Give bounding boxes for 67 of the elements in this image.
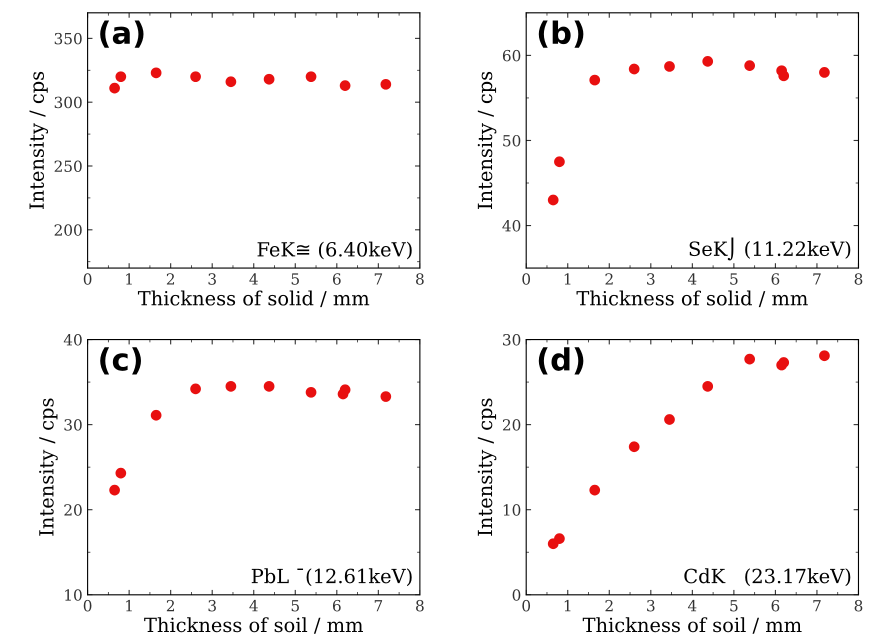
x-tick-label: 5 bbox=[730, 600, 738, 612]
annotation: (a) bbox=[100, 20, 144, 48]
x-tick-label: 2 bbox=[166, 600, 174, 612]
y-axis-title: Intensity / cps bbox=[478, 398, 496, 536]
x-tick-label: 3 bbox=[647, 273, 655, 285]
y-tick-label: 20 bbox=[64, 504, 82, 516]
x-tick-label: 4 bbox=[249, 600, 258, 612]
x-tick-label: 5 bbox=[730, 273, 738, 285]
y-axis-title: Intensity / cps bbox=[39, 398, 58, 536]
x-tick-label: 1 bbox=[564, 273, 570, 285]
annotation: (b) bbox=[538, 20, 584, 48]
x-tick-label: 1 bbox=[126, 273, 132, 285]
x-tick-label: 0 bbox=[522, 273, 530, 285]
x-tick-label: 7 bbox=[374, 600, 382, 612]
y-tick-label: 40 bbox=[64, 334, 82, 346]
y-tick-label: 10 bbox=[65, 589, 82, 601]
x-tick-label: 8 bbox=[854, 273, 862, 285]
x-tick-label: 7 bbox=[374, 273, 382, 285]
y-tick-label: 250 bbox=[54, 160, 82, 172]
y-tick-label: 20 bbox=[502, 419, 520, 431]
x-tick-label: 6 bbox=[332, 273, 341, 285]
x-tick-label: 0 bbox=[522, 600, 530, 612]
y-tick-label: 0 bbox=[512, 589, 520, 601]
x-tick-label: 4 bbox=[688, 273, 696, 285]
y-tick-label: 200 bbox=[54, 224, 82, 236]
y-tick-label: 300 bbox=[54, 96, 82, 108]
x-tick-label: 2 bbox=[166, 273, 174, 285]
x-tick-label: 4 bbox=[249, 273, 258, 285]
x-tick-label: 8 bbox=[416, 600, 424, 612]
x-tick-label: 8 bbox=[416, 273, 424, 285]
annotation: SeK⌡ (11.22keV) bbox=[690, 238, 850, 260]
x-tick-label: 7 bbox=[813, 600, 821, 612]
x-tick-label: 3 bbox=[647, 600, 655, 612]
x-tick-label: 3 bbox=[208, 600, 216, 612]
y-tick-label: 30 bbox=[64, 419, 82, 431]
annotation: (d) bbox=[538, 347, 584, 374]
y-tick-label: 30 bbox=[503, 334, 520, 346]
x-tick-label: 5 bbox=[292, 273, 299, 285]
x-tick-label: 2 bbox=[605, 600, 613, 612]
x-tick-label: 1 bbox=[126, 600, 132, 612]
x-axis-title: Thickness of solid / mm bbox=[138, 290, 370, 308]
y-tick-label: 50 bbox=[503, 134, 520, 146]
y-tick-label: 40 bbox=[502, 220, 520, 232]
x-tick-label: 7 bbox=[813, 273, 821, 285]
x-axis-title: Thickness of solid / mm bbox=[576, 290, 808, 308]
x-tick-label: 2 bbox=[605, 273, 613, 285]
y-tick-label: 10 bbox=[504, 504, 520, 516]
annotation: PbL ¯(12.61keV) bbox=[252, 568, 412, 586]
x-tick-label: 0 bbox=[84, 600, 92, 612]
x-axis-title: Thickness of soil / mm bbox=[582, 617, 802, 634]
x-tick-label: 1 bbox=[564, 600, 570, 612]
x-tick-label: 4 bbox=[688, 600, 696, 612]
y-axis-title: Intensity / cps bbox=[478, 72, 496, 210]
x-tick-label: 6 bbox=[772, 600, 780, 612]
y-tick-label: 60 bbox=[502, 50, 520, 62]
x-tick-label: 0 bbox=[84, 273, 92, 285]
x-tick-label: 8 bbox=[854, 600, 862, 612]
y-tick-label: 350 bbox=[54, 32, 82, 44]
x-tick-label: 6 bbox=[332, 600, 341, 612]
x-axis-title: Thickness of soil / mm bbox=[144, 617, 363, 634]
x-tick-label: 5 bbox=[292, 600, 299, 612]
annotation: FeK≅ (6.40keV) bbox=[258, 242, 412, 260]
x-tick-label: 3 bbox=[208, 273, 216, 285]
x-tick-label: 6 bbox=[772, 273, 780, 285]
annotation: (c) bbox=[100, 347, 141, 374]
annotation: CdK (23.17keV) bbox=[684, 568, 850, 586]
y-axis-title: Intensity / cps bbox=[29, 72, 48, 210]
